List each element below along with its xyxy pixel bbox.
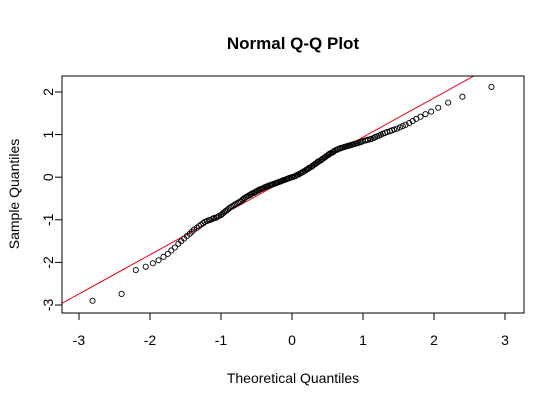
data-point xyxy=(142,263,149,270)
data-point xyxy=(445,99,452,106)
data-point xyxy=(417,113,424,120)
data-point xyxy=(488,83,495,90)
y-tick-label: -3 xyxy=(40,299,56,312)
data-point xyxy=(214,213,221,220)
data-point xyxy=(333,146,340,153)
data-point xyxy=(155,257,162,264)
points-layer xyxy=(89,83,495,304)
data-point xyxy=(394,125,401,132)
data-point xyxy=(160,253,167,260)
x-axis-title: Theoretical Quantiles xyxy=(227,370,359,386)
y-axis: -3 -2 -1 0 1 2 xyxy=(40,88,62,311)
data-point xyxy=(459,93,466,100)
data-point xyxy=(399,123,406,130)
data-point xyxy=(118,290,125,297)
data-point xyxy=(402,121,409,128)
data-point xyxy=(89,297,96,304)
y-tick-label: -1 xyxy=(40,213,56,226)
data-point xyxy=(164,250,171,257)
data-point xyxy=(209,215,216,222)
data-point xyxy=(132,267,139,274)
data-point xyxy=(422,111,429,118)
x-tick-label: 3 xyxy=(501,332,509,348)
data-point xyxy=(435,104,442,111)
data-point xyxy=(376,132,383,139)
data-point xyxy=(171,244,178,251)
data-point xyxy=(370,134,377,142)
x-tick-label: -2 xyxy=(144,332,157,348)
data-point xyxy=(149,260,156,267)
x-tick-label: 2 xyxy=(430,332,438,348)
x-tick-label: 0 xyxy=(288,332,296,348)
x-tick-label: -3 xyxy=(73,332,86,348)
plot-frame xyxy=(61,75,525,314)
y-tick-label: 0 xyxy=(40,173,56,181)
y-tick-label: 1 xyxy=(40,130,56,138)
data-point xyxy=(396,124,403,131)
x-axis: -3 -2 -1 0 1 2 3 xyxy=(73,313,509,348)
data-point xyxy=(391,126,398,133)
x-tick-label: 1 xyxy=(359,332,367,348)
data-point xyxy=(168,247,175,254)
chart-title: Normal Q-Q Plot xyxy=(227,34,360,53)
data-point xyxy=(428,108,435,115)
y-tick-label: -2 xyxy=(40,256,56,269)
y-axis-title: Sample Quantiles xyxy=(6,139,22,250)
data-point xyxy=(259,185,266,192)
y-tick-label: 2 xyxy=(40,88,56,96)
x-tick-label: -1 xyxy=(215,332,228,348)
